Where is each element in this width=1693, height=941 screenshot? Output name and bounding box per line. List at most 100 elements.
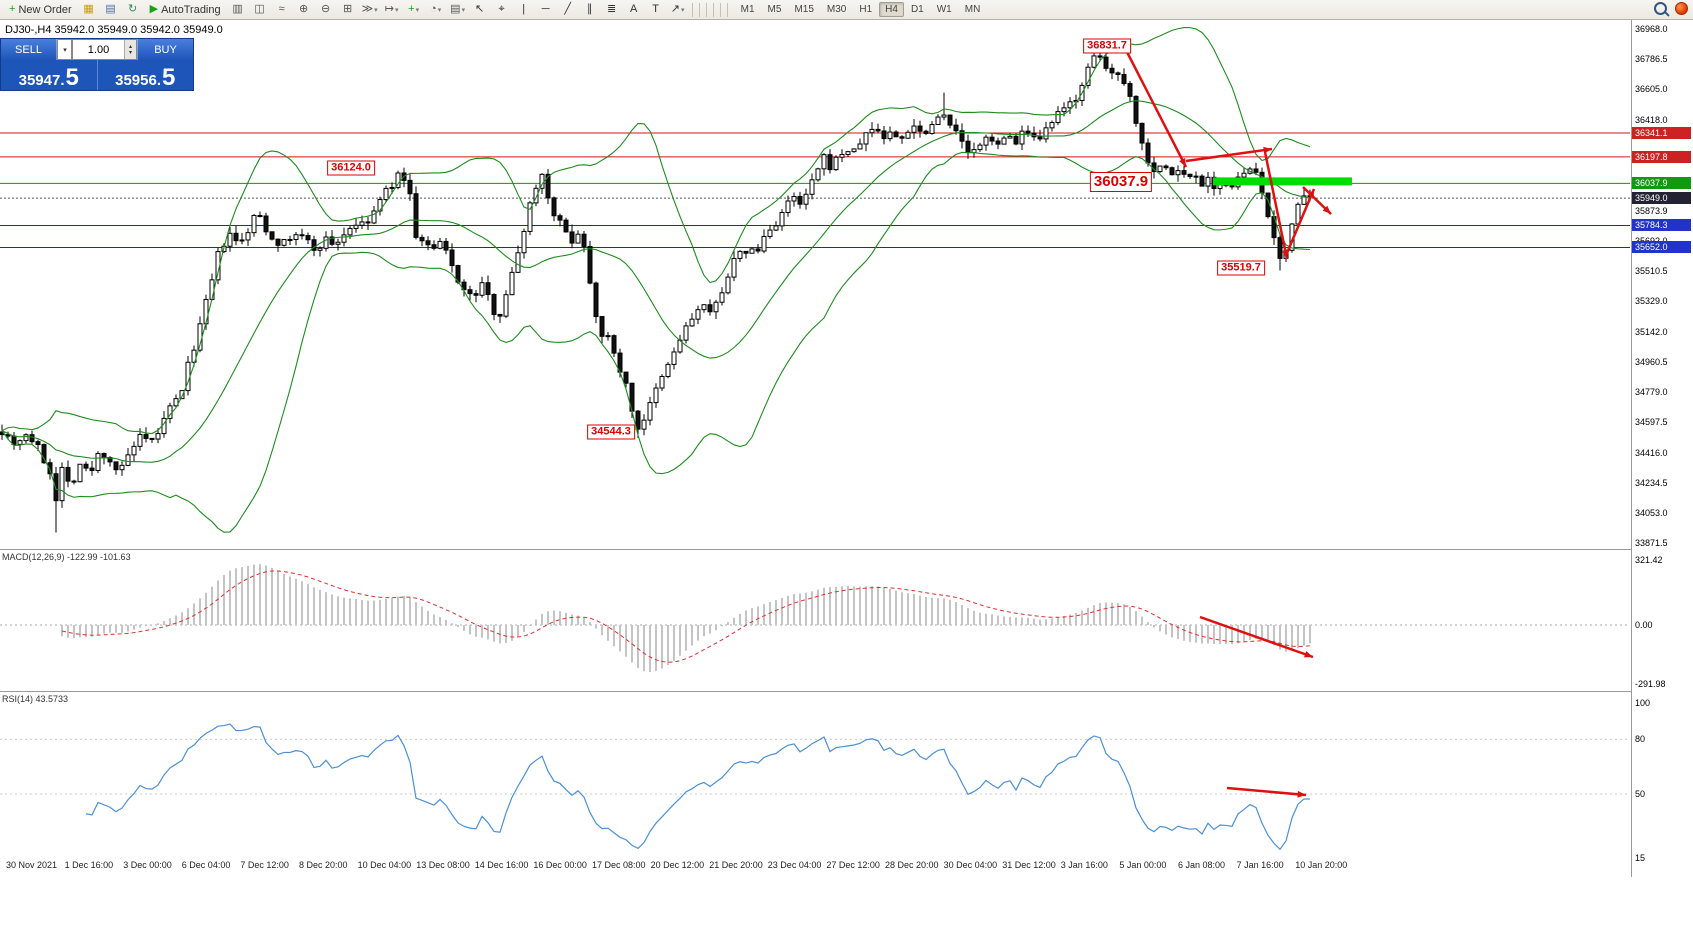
time-label: 13 Dec 08:00 xyxy=(416,860,470,870)
alert-icon[interactable] xyxy=(1675,2,1688,15)
price-tick: 34053.0 xyxy=(1635,507,1668,518)
volume-input[interactable] xyxy=(73,40,124,59)
autotrading-glyph: ▶ xyxy=(149,3,159,15)
time-label: 16 Dec 00:00 xyxy=(533,860,587,870)
chevron-down-icon: ▾ xyxy=(415,6,420,14)
templates-icon[interactable]: ▤ ▾ xyxy=(447,2,469,18)
time-label: 23 Dec 04:00 xyxy=(767,860,822,870)
order-type-dropdown[interactable]: ▾ xyxy=(57,39,72,60)
autotrading-button[interactable]: ▶ AutoTrading xyxy=(144,0,227,20)
candlesticks xyxy=(0,46,1313,533)
time-label: 3 Dec 00:00 xyxy=(123,860,172,870)
price-annotation[interactable]: 35519.7 xyxy=(1217,260,1265,276)
timeframe-m5[interactable]: M5 xyxy=(767,4,782,15)
text-icon[interactable]: A xyxy=(623,2,645,18)
price-tick: 34234.5 xyxy=(1635,477,1668,488)
chart-shift-icon[interactable]: ↦ ▾ xyxy=(381,2,403,18)
depth-of-market-icon[interactable]: ▦ xyxy=(78,2,100,18)
timeframe-mn[interactable]: MN xyxy=(964,4,981,15)
time-label: 1 Dec 16:00 xyxy=(64,860,114,870)
price-tick: 36968.0 xyxy=(1635,24,1668,34)
new-chart-icon[interactable]: + ▾ xyxy=(403,2,425,18)
price-badge: 36037.9 xyxy=(1632,177,1691,190)
price-annotation[interactable]: 36124.0 xyxy=(327,160,375,176)
green-resistance-segment[interactable] xyxy=(1213,177,1352,186)
price-tick: 35510.5 xyxy=(1635,265,1668,276)
rsi-tick: 100 xyxy=(1635,698,1651,708)
search-icon[interactable] xyxy=(1654,2,1667,15)
macd-tick: 321.42 xyxy=(1635,554,1663,565)
horizontal-line-icon[interactable]: ─ xyxy=(535,2,557,18)
crosshair-icon[interactable]: ⌖ xyxy=(491,2,513,18)
vertical-line-icon[interactable]: | xyxy=(513,2,535,18)
volume-spin-buttons: ▴ ▾ xyxy=(124,40,136,59)
timeframe-w1[interactable]: W1 xyxy=(936,4,952,15)
new-order-button[interactable]: + New Order xyxy=(3,0,78,20)
price-annotation[interactable]: 36037.9 xyxy=(1089,172,1153,192)
cursor-icon[interactable]: ↖ xyxy=(469,2,491,18)
price-badge: 35652.0 xyxy=(1632,241,1691,254)
sell-price[interactable]: 35947. 5 xyxy=(1,60,98,90)
candlestick-chart-icon-glyph: ◫ xyxy=(254,3,265,15)
timeframe-m30[interactable]: M30 xyxy=(826,4,847,15)
timeframe-group: M1 M5 M15 M30 H1 H4 D1 W1 MN xyxy=(735,2,987,17)
volume-stepper: ▴ ▾ xyxy=(72,39,137,60)
buy-button[interactable]: BUY xyxy=(137,39,193,60)
panel-separator-macd[interactable] xyxy=(0,549,1631,550)
refresh-icon-glyph: ↻ xyxy=(128,3,138,15)
price-tick: 34960.5 xyxy=(1635,357,1668,368)
new-order-button-label: New Order xyxy=(18,3,72,16)
volume-up-icon[interactable]: ▴ xyxy=(128,43,132,50)
profiles-icon[interactable]: ◔ ▾ xyxy=(425,2,447,18)
price-tick: 35692.0 xyxy=(1635,236,1668,246)
line-chart-icon[interactable]: ≈ xyxy=(271,2,293,18)
toolbar-separator xyxy=(712,2,714,17)
horizontal-levels[interactable] xyxy=(0,132,1630,248)
zoom-out-icon[interactable]: ⊖ xyxy=(315,2,337,18)
buy-price-big-digit: 5 xyxy=(162,63,176,91)
time-label: 7 Jan 16:00 xyxy=(1236,860,1284,870)
fibonacci-icon[interactable]: ≣ xyxy=(601,2,623,18)
price-scale[interactable]: 36968.0 36786.5 36605.0 36418.0 35873.9 35692… xyxy=(1632,20,1693,877)
volume-down-icon[interactable]: ▾ xyxy=(128,49,132,56)
auto-scroll-icon-glyph: ≫ xyxy=(361,3,374,15)
price-tick: 34597.5 xyxy=(1635,417,1668,428)
trendline-icon[interactable]: ╱ xyxy=(557,2,579,18)
label-icon[interactable]: T xyxy=(645,2,667,18)
macd-tick: 0.00 xyxy=(1635,620,1653,630)
zoom-in-icon[interactable]: ⊕ xyxy=(293,2,315,18)
timeframe-d1[interactable]: D1 xyxy=(910,4,924,15)
toolbar-right-group xyxy=(1654,2,1688,15)
price-tick: 35329.0 xyxy=(1635,296,1668,307)
tile-windows-icon[interactable]: ⊞ xyxy=(337,2,359,18)
chevron-down-icon: ▾ xyxy=(437,6,442,14)
price-annotation[interactable]: 36831.7 xyxy=(1083,38,1131,54)
chevron-down-icon: ▾ xyxy=(374,6,378,14)
buy-price[interactable]: 35956. 5 xyxy=(98,60,194,90)
time-label: 30 Dec 04:00 xyxy=(943,860,998,870)
one-click-trading-panel: SELL ▾ ▴ ▾ BUY 35947.5 35956.5 xyxy=(0,38,194,91)
time-label: 21 Dec 20:00 xyxy=(709,860,763,870)
timeframe-m1[interactable]: M1 xyxy=(740,4,755,15)
refresh-icon[interactable]: ↻ xyxy=(122,2,144,18)
panel-separator-rsi[interactable] xyxy=(0,691,1631,692)
candlestick-chart-icon[interactable]: ◫ xyxy=(249,2,271,18)
sell-button[interactable]: SELL xyxy=(1,39,57,60)
price-badge: 36341.1 xyxy=(1632,127,1691,140)
toolbar-separator xyxy=(705,2,707,17)
timeframe-h1[interactable]: H1 xyxy=(859,4,873,15)
templates-icon-glyph: ▤ xyxy=(450,3,461,15)
arrows-icon[interactable]: ↗ ▾ xyxy=(667,2,689,18)
time-axis[interactable]: 30 Nov 2021 1 Dec 16:00 3 Dec 00:00 6 Dec 0… xyxy=(0,857,1631,876)
auto-scroll-icon[interactable]: ≫ ▾ xyxy=(359,2,381,18)
price-tick: 35873.9 xyxy=(1635,205,1668,216)
timeframe-h4[interactable]: H4 xyxy=(879,2,904,17)
timeframe-m15[interactable]: M15 xyxy=(794,4,814,15)
price-annotation[interactable]: 34544.3 xyxy=(587,424,635,440)
print-icon[interactable]: ▤ xyxy=(100,2,122,18)
bar-chart-icon[interactable]: ▥ xyxy=(227,2,249,18)
trend-arrows[interactable] xyxy=(1125,51,1332,798)
equidistant-channel-icon[interactable]: ∥ xyxy=(579,2,601,18)
